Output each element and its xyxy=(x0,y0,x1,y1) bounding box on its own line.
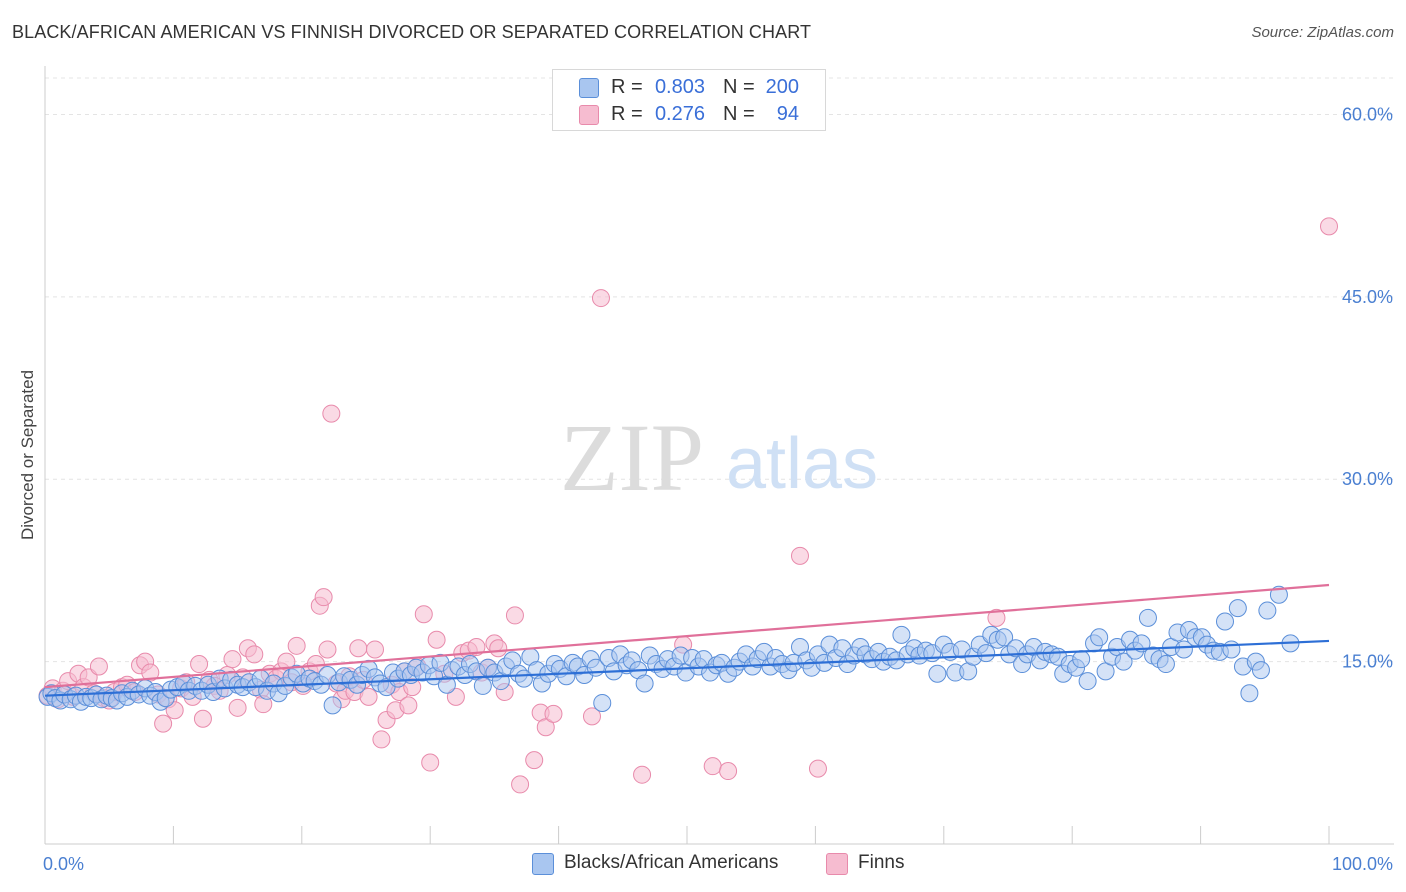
finns-trend-line xyxy=(44,583,1330,689)
finns-point xyxy=(245,645,264,664)
finns-point xyxy=(511,775,530,794)
legend-n-value: 94 xyxy=(776,103,799,125)
finns-point xyxy=(318,640,337,659)
finns-point xyxy=(719,762,738,781)
legend-r-label: R = xyxy=(611,76,643,98)
finns-point xyxy=(790,546,809,565)
finns-point xyxy=(223,650,242,669)
finns-point xyxy=(525,751,544,770)
x-tick-label: 100.0% xyxy=(1332,854,1393,874)
blacks-point xyxy=(1072,650,1091,669)
blacks-point xyxy=(1156,655,1175,674)
x-tick-label: 0.0% xyxy=(43,854,84,874)
finns-point xyxy=(349,639,368,658)
tick-labels: 15.0% 30.0% 45.0% 60.0% 0.0% 100.0% xyxy=(43,104,1393,874)
finns-point xyxy=(582,707,601,726)
blacks-point xyxy=(1132,634,1151,653)
axes xyxy=(44,66,1394,845)
blacks-point xyxy=(977,644,996,663)
y-tick-label: 45.0% xyxy=(1342,287,1393,307)
blacks-point xyxy=(593,693,612,712)
watermark-zip: ZIP xyxy=(560,404,704,511)
legend-r-label: R = xyxy=(611,103,643,125)
correlation-legend: R = 0.803 N = 200 R = 0.276 N = 94 xyxy=(552,69,826,131)
trend-lines xyxy=(44,583,1330,697)
blacks-point xyxy=(1240,684,1259,703)
legend-row-blacks: R = 0.803 N = 200 xyxy=(553,74,825,100)
finns-point xyxy=(322,404,341,423)
finns-point xyxy=(193,709,212,728)
legend-swatch-blue xyxy=(579,78,599,98)
blacks-points xyxy=(38,585,1300,715)
legend-r-value: 0.276 xyxy=(654,103,705,125)
finns-point xyxy=(505,606,524,625)
legend-swatch-pink xyxy=(826,853,848,875)
blacks-trend-line xyxy=(44,639,1330,697)
gridlines xyxy=(45,77,1394,663)
y-tick-label: 15.0% xyxy=(1342,652,1393,672)
blacks-point xyxy=(1251,661,1270,680)
blacks-point xyxy=(1174,640,1193,659)
finns-point xyxy=(414,605,433,624)
legend-row-finns: R = 0.276 N = 94 xyxy=(553,101,825,127)
blacks-point xyxy=(1114,652,1133,671)
finns-point xyxy=(421,753,440,772)
legend-label-finns: Finns xyxy=(858,852,905,873)
blacks-point xyxy=(995,628,1014,647)
finns-point xyxy=(399,696,418,715)
finns-point xyxy=(591,289,610,308)
finns-point xyxy=(89,657,108,676)
finns-point xyxy=(467,638,486,657)
finns-point xyxy=(287,636,306,655)
blacks-point xyxy=(1228,599,1247,618)
finns-point xyxy=(633,765,652,784)
finns-point xyxy=(536,718,555,737)
watermark-atlas: atlas xyxy=(726,424,878,504)
finns-point xyxy=(372,730,391,749)
legend-r-value: 0.803 xyxy=(654,76,705,98)
blacks-point xyxy=(1078,672,1097,691)
y-tick-label: 60.0% xyxy=(1342,104,1393,124)
blacks-point xyxy=(1215,612,1234,631)
finns-point xyxy=(427,630,446,649)
finns-point xyxy=(314,588,333,607)
blacks-point xyxy=(1258,601,1277,620)
finns-point xyxy=(489,639,508,658)
finns-point xyxy=(190,655,209,674)
blacks-point xyxy=(473,676,492,695)
legend-swatch-blue xyxy=(532,853,554,875)
blacks-point xyxy=(635,674,654,693)
watermark: ZIP atlas xyxy=(560,404,878,511)
source-note: Source: ZipAtlas.com xyxy=(1251,24,1394,41)
finns-point xyxy=(446,687,465,706)
legend-n-value: 200 xyxy=(765,76,799,98)
chart-title: BLACK/AFRICAN AMERICAN VS FINNISH DIVORC… xyxy=(12,22,812,42)
finns-point xyxy=(703,757,722,776)
finns-point xyxy=(808,759,827,778)
finns-point xyxy=(165,701,184,720)
blacks-point xyxy=(928,664,947,683)
legend-swatch-pink xyxy=(579,105,599,125)
finns-point xyxy=(1320,217,1338,236)
finns-point xyxy=(154,714,173,733)
blacks-point xyxy=(1222,640,1241,659)
legend-n-label: N = xyxy=(723,76,755,98)
finns-point xyxy=(544,704,563,723)
blacks-point xyxy=(323,696,342,715)
legend-n-label: N = xyxy=(723,103,755,125)
finns-point xyxy=(359,687,378,706)
finns-point xyxy=(365,640,384,659)
blacks-point xyxy=(1090,628,1109,647)
blacks-point xyxy=(1269,585,1288,604)
blacks-point xyxy=(1138,608,1157,627)
y-tick-label: 30.0% xyxy=(1342,469,1393,489)
blacks-point xyxy=(892,625,911,644)
finns-point xyxy=(228,698,247,717)
legend-label-blacks: Blacks/African Americans xyxy=(564,852,779,873)
finns-point xyxy=(987,608,1006,627)
